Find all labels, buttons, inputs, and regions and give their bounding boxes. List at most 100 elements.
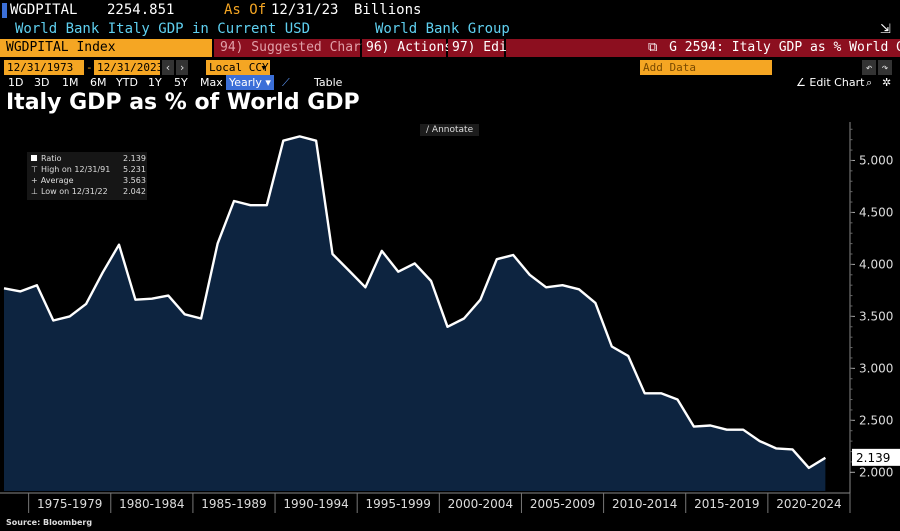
period-button[interactable]: 5Y <box>174 75 188 90</box>
table-label: Table <box>314 76 343 89</box>
dropdown-arrow-icon: ▾ <box>260 61 267 74</box>
y-tick-label: 4.500 <box>859 205 893 219</box>
expand-icon[interactable]: ⇲ <box>880 22 891 37</box>
source-note: Source: Bloomberg <box>6 518 93 527</box>
units-label: Billions <box>354 2 422 18</box>
period-button[interactable]: Max <box>200 75 223 90</box>
security-header: WGDPITAL 2254.851 As Of 12/31/23 Billion… <box>0 2 900 20</box>
edit-chart-button[interactable]: ∠ Edit Chart <box>796 75 864 90</box>
add-data-placeholder: Add Data <box>643 61 696 74</box>
edit-chart-label: Edit Chart <box>809 76 865 89</box>
redo-icon[interactable]: ↷ <box>878 60 892 75</box>
x-tick-label: 2000-2004 <box>448 497 513 511</box>
period-label: 6M <box>90 76 107 89</box>
last-value-label: 2.139 <box>856 451 890 465</box>
legend-row-ratio: Ratio 2.139 <box>31 154 146 164</box>
start-date-text: 12/31/1973 <box>7 61 74 74</box>
ticker-label[interactable]: WGDPITAL <box>10 2 78 18</box>
x-tick-label: 2020-2024 <box>776 497 841 511</box>
series-area <box>4 136 826 491</box>
chart-title-bar-text: G 2594: Italy GDP as % World GDP <box>669 40 900 55</box>
currency-text: Local CCY <box>209 61 269 74</box>
y-tick-label: 3.000 <box>859 361 893 375</box>
security-description: World Bank Italy GDP in Current USD <box>15 21 311 37</box>
security-input-text: WGDPITAL Index <box>6 40 116 55</box>
y-tick-label: 2.000 <box>859 465 893 479</box>
toolbar: WGDPITAL Index 94) Suggested Charts ▾ 96… <box>0 39 900 57</box>
currency-select[interactable]: Local CCY ▾ <box>206 60 270 75</box>
legend-swatch <box>31 155 37 161</box>
x-tick-label: 2015-2019 <box>694 497 759 511</box>
date-next-icon[interactable]: › <box>176 60 188 75</box>
zoom-icon[interactable]: ⌕ <box>866 76 873 89</box>
period-button[interactable]: 1D <box>8 75 23 90</box>
toolbar-red-bar <box>506 39 900 57</box>
period-button[interactable]: 6M <box>90 75 107 90</box>
legend-row-average: + Average 3.563 <box>31 176 146 186</box>
x-tick-label: 1980-1984 <box>119 497 184 511</box>
popout-icon[interactable]: ⧉ <box>648 40 658 55</box>
chart-title: Italy GDP as % of World GDP <box>6 90 360 115</box>
x-tick-label: 1995-1999 <box>366 497 431 511</box>
legend-value: 5.231 <box>123 165 146 174</box>
y-tick-label: 5.000 <box>859 153 893 167</box>
range-controls: 12/31/1973 - 12/31/2023 ‹ › Local CCY ▾ … <box>0 60 900 75</box>
as-of-label: As Of <box>224 2 267 18</box>
frequency-select[interactable]: Yearly ▾ <box>226 75 274 90</box>
legend-label: Ratio <box>41 154 62 163</box>
period-label: YTD <box>116 76 138 89</box>
date-prev-icon[interactable]: ‹ <box>162 60 174 75</box>
series-line <box>3 135 827 470</box>
source-name: World Bank Group <box>375 21 510 37</box>
period-button[interactable]: 1Y <box>148 75 162 90</box>
edit-chart-icon: ∠ <box>796 76 806 89</box>
x-tick-label: 2005-2009 <box>530 497 595 511</box>
suggested-charts-button[interactable]: 94) Suggested Charts ▾ <box>214 39 392 57</box>
date-dash: - <box>86 61 93 74</box>
legend-label: Average <box>40 176 74 185</box>
chart-legend: Ratio 2.139 ⊤ High on 12/31/91 5.231 + Ave… <box>27 152 147 200</box>
actions-label: 96) Actions <box>366 40 453 55</box>
legend-value: 2.139 <box>123 154 146 163</box>
annotate-icon: ∕ <box>426 125 430 135</box>
x-tick-label: 1975-1979 <box>37 497 102 511</box>
period-label: Max <box>200 76 223 89</box>
undo-icon[interactable]: ↶ <box>862 60 876 75</box>
chart-type-icon[interactable]: ⟋ <box>282 76 290 89</box>
x-tick-label: 1985-1989 <box>201 497 266 511</box>
dropdown-arrow-icon: ▾ <box>265 76 271 89</box>
period-label: 1D <box>8 76 24 89</box>
x-tick-label: 1990-1994 <box>283 497 348 511</box>
low-marker-icon: ⊥ <box>31 187 38 196</box>
average-marker-icon: + <box>31 176 38 185</box>
period-label: 3D <box>34 76 50 89</box>
period-button[interactable]: YTD <box>116 75 138 90</box>
last-value-box <box>852 448 900 466</box>
period-button[interactable]: 1M <box>62 75 79 90</box>
period-label: 5Y <box>174 76 188 89</box>
annotate-button[interactable]: ∕ Annotate <box>420 124 480 136</box>
high-marker-icon: ⊤ <box>31 165 38 174</box>
as-of-date: 12/31/23 <box>271 2 339 18</box>
period-label: 1Y <box>148 76 162 89</box>
end-date-input[interactable]: 12/31/2023 <box>94 60 163 75</box>
table-button[interactable]: Table <box>314 75 342 90</box>
legend-label: High on 12/31/91 <box>40 165 111 174</box>
start-date-input[interactable]: 12/31/1973 <box>4 60 84 75</box>
security-input[interactable]: WGDPITAL Index <box>0 39 212 57</box>
y-tick-label: 3.500 <box>859 309 893 323</box>
y-tick-label: 4.000 <box>859 257 893 271</box>
annotate-label: Annotate <box>431 125 474 135</box>
add-data-input[interactable]: Add Data <box>640 60 772 75</box>
y-tick-label: 2.500 <box>859 413 893 427</box>
description-row: World Bank Italy GDP in Current USD Worl… <box>0 21 900 38</box>
legend-label: Low on 12/31/22 <box>40 187 108 196</box>
legend-row-low: ⊥ Low on 12/31/22 2.042 <box>31 187 146 197</box>
legend-value: 3.563 <box>123 176 146 185</box>
frequency-label: Yearly <box>229 76 262 89</box>
legend-row-high: ⊤ High on 12/31/91 5.231 <box>31 165 146 175</box>
settings-gear-icon[interactable]: ✲ <box>882 76 892 89</box>
period-button[interactable]: 3D <box>34 75 49 90</box>
suggested-charts-label: 94) Suggested Charts <box>220 40 377 55</box>
